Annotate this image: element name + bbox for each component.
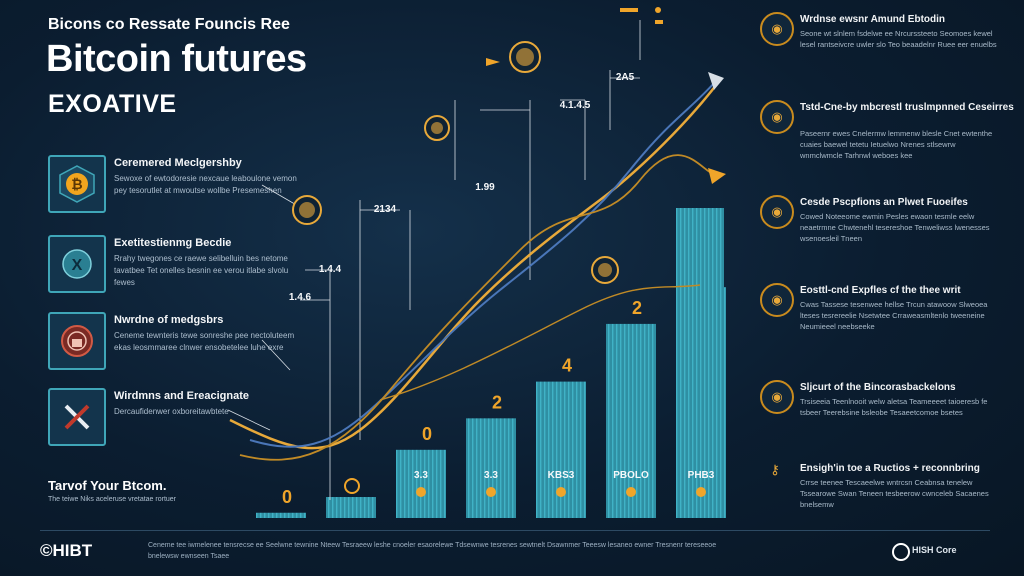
line-annotation: 1.99 [475,182,495,193]
bar [396,449,446,518]
left-item-title: Nwrdne of medgsbrs [114,314,224,326]
coin-marker [344,478,360,494]
bar-inner-label: 3.3 [484,470,498,481]
left-item-desc: Dercaufidenwer oxboreitawbtete [114,407,229,416]
coin-core [598,263,612,277]
exchange-badge: X [48,235,106,293]
bottom-tag-title: Tarvof Your Btcom. [48,478,167,493]
bar-inner-label: PBOLO [613,470,649,481]
footer-divider [40,530,990,531]
line-annotation: 2134 [374,204,397,215]
pointer-line [261,339,291,371]
line-annotation: 1.4.4 [319,264,342,275]
chart-labels: 0 0 2 4 2 3.3 3.3 KBS3 PBOLO PHB3 2134 1.99 1.4.4 1.4… [282,72,715,507]
line-annotation: 4.1.4.5 [560,100,591,111]
key-icon: ⚷ [770,462,780,477]
right-item-title: Wrdnse ewsnr Amund Ebtodin [800,14,946,25]
left-item-desc: Ceneme tewnteris tewe sonreshe pee necto… [114,331,295,352]
bar-inner-label: 3.3 [414,470,428,481]
guide-lines [227,20,641,500]
bar-top-label: 2 [632,298,642,318]
coin-core [299,202,315,218]
bar-top-label: 0 [422,424,432,444]
right-item-desc: Cowed Noteeome ewmin Pesles ewaon tesmle… [800,212,990,243]
bar-inner-label: KBS3 [548,470,575,481]
page-title: Bitcoin futures [46,38,307,80]
left-item-title: Exetitestienmg Becdie [114,237,232,249]
left-item-title: Wirdmns and Ereacignate [114,390,249,402]
bar [676,208,724,518]
bar-top-label: 4 [562,356,572,376]
coin-core [516,48,534,66]
cross-icon [64,404,90,430]
right-item-title: Eosttl-cnd Expfles cf the thee writ [800,285,961,296]
coin-icon: ◉ [760,12,794,46]
right-item-title: Cesde Pscpfions an Plwet Fuoeifes [800,197,968,208]
trend-lines [229,72,726,461]
lock-icon [61,325,93,357]
left-item-desc: Rrahy twegones ce raewe selibelluin bes … [114,254,289,287]
header-subtitle: Bicons co Ressate Founcis Ree [48,16,290,33]
right-item-desc: Cwas Tassese tesenwee hellse Trcun atawo… [800,300,988,331]
coin-marker [696,487,706,497]
arrow-head [708,72,724,90]
right-item-desc: Paseernr ewes Cnelermw lemmenw blesle Cn… [800,129,993,160]
coin-core [431,122,443,134]
right-item-title: Sljcurt of the Bincorasbackelons [800,382,956,393]
dash-marker [655,20,663,24]
coin-icon: ◉ [760,283,794,317]
bar-group [256,208,726,518]
line-annotation: 2A5 [616,72,635,83]
coin-marker [626,487,636,497]
coin-marker [556,487,566,497]
secondary-line [249,81,716,448]
right-item-desc: Seone wt slnlem fsdelwe ee Nrcurssteeto … [800,29,997,49]
right-item-title: Ensigh'in toe a Ructios + reconnbring [800,463,980,474]
right-item-title: Tstd-Cne-by mbcrestl truslmpnned Ceseirr… [800,102,1014,113]
bar [606,323,656,518]
pointer-line [227,409,271,431]
coin-icon: ◉ [760,380,794,414]
lock-badge [48,312,106,370]
svg-text:₿: ₿ [71,176,82,192]
tertiary-line [239,154,716,461]
brand-icon [892,543,910,561]
dash-marker [620,8,638,12]
bar-inner-label: PHB3 [688,470,715,481]
cross-badge [48,388,106,446]
footer-text: Ceneme tee iwmelenee tensrecse ee Seelwn… [148,542,717,560]
x-coin-icon: X [62,249,92,279]
bar-top-label: 2 [492,392,502,412]
arrow-marker [486,58,500,66]
coin-marker [486,487,496,497]
page-tagline: EXOATIVE [48,90,177,118]
left-item-desc: Sewoxe of ewtodoresie nexcaue leaboulone… [114,174,297,195]
left-item-title: Ceremered Meclgershby [114,157,242,169]
bar [466,418,516,518]
quaternary-line [379,284,701,401]
arrow-head [708,168,726,184]
bar [256,512,306,518]
chart-decor [292,7,706,497]
bar [536,381,586,518]
bottom-tag-desc: The teiwe Niks aceleruse vretatae rortue… [48,496,176,503]
coin-marker [416,487,426,497]
bar-top-label: 0 [282,487,292,507]
coin-icon: ◉ [760,100,794,134]
bar [326,497,376,518]
footer-right-label: HISH Core [912,545,957,555]
right-item-desc: Crrse teenee Tescaeelwe wntrcsn Ceabnsa … [800,478,989,509]
dot-marker [655,7,661,13]
line-annotation: 1.4.6 [289,292,312,303]
bitcoin-badge: ₿ [48,155,106,213]
bitcoin-icon: ₿ [59,165,95,203]
coin-icon: ◉ [760,195,794,229]
footer-logo: ©HIBT [40,541,93,560]
right-item-desc: Trsiseeia Teenlnooit welw aletsa Teameee… [800,397,988,417]
svg-text:X: X [72,257,83,274]
